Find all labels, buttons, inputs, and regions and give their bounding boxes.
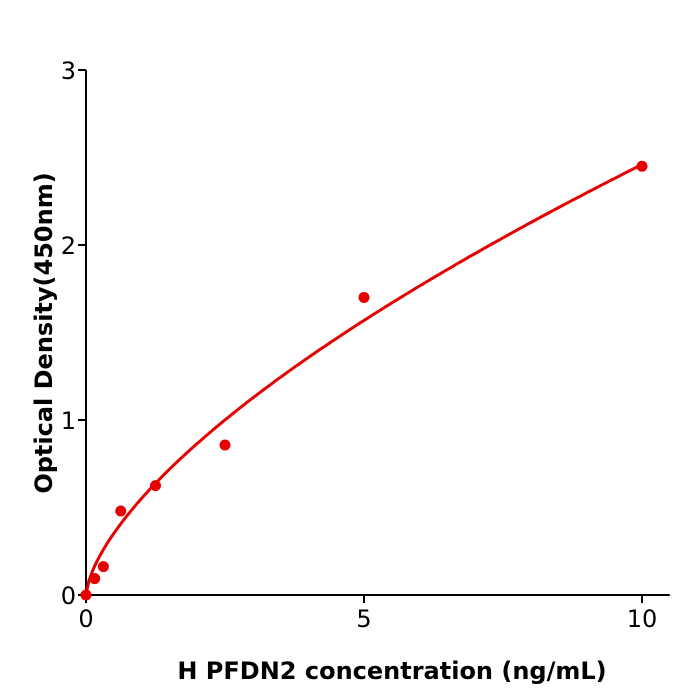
data-points	[80, 160, 648, 601]
data-point	[636, 160, 648, 172]
data-point	[115, 505, 127, 517]
data-point	[358, 292, 370, 303]
data-point	[150, 480, 161, 492]
x-axis-label: H PFDN2 concentration (ng/mL)	[177, 657, 606, 685]
axes: 0 5 10 0 1 2 3	[61, 57, 670, 633]
y-axis-label: Optical Density(450nm)	[30, 172, 58, 493]
data-point	[80, 589, 92, 601]
y-tick-label: 3	[61, 57, 76, 85]
data-point	[97, 561, 109, 573]
fit-curve	[84, 163, 643, 596]
x-tick-label: 10	[627, 605, 658, 633]
y-tick-label: 2	[61, 232, 76, 260]
data-point	[219, 439, 231, 451]
y-tick-label: 0	[61, 582, 76, 610]
y-tick-label: 1	[61, 407, 76, 435]
x-tick-label: 0	[78, 605, 93, 633]
x-tick-label: 5	[356, 605, 371, 633]
data-point	[89, 573, 101, 585]
